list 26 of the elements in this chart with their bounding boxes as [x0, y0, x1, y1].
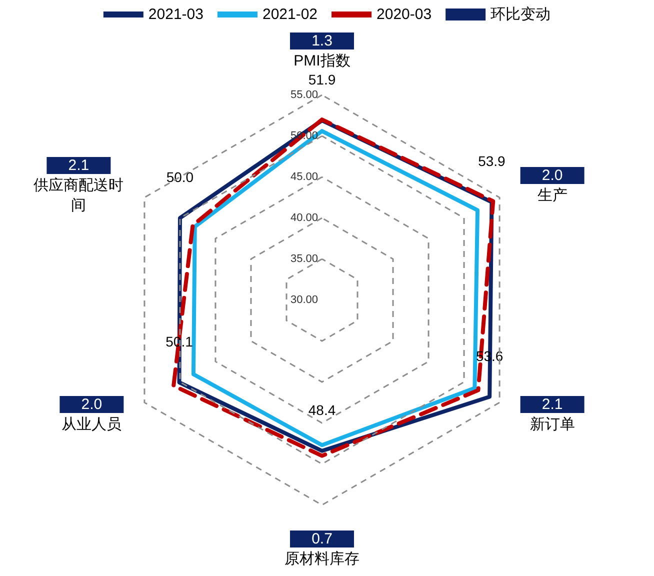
spoke-label: 供应商配送时间: [34, 177, 124, 214]
spoke-label: PMI指数: [294, 52, 350, 70]
spoke-label: 新订单: [530, 416, 575, 433]
text: 1.3: [312, 32, 332, 50]
spoke-label: 生产: [537, 187, 568, 204]
data-label: 48.4: [308, 402, 336, 418]
y-tick-label: 45.00: [290, 171, 318, 183]
legend-label: 2021-03: [148, 6, 204, 23]
y-tick-label: 50.00: [290, 130, 318, 142]
data-label: 51.9: [308, 71, 336, 88]
text: 2.1: [542, 396, 563, 413]
text: 2.0: [81, 396, 102, 413]
legend-label: 2021-02: [262, 6, 318, 23]
y-tick-label: 35.00: [290, 253, 318, 265]
y-tick-label: 55.00: [290, 89, 318, 101]
spoke-label: 从业人员: [62, 416, 122, 433]
y-tick-label: 30.00: [290, 294, 318, 306]
spoke-label: 原材料库存: [284, 550, 360, 568]
data-label: 50.0: [166, 169, 194, 185]
data-label: 53.9: [478, 153, 506, 170]
text: 2.1: [68, 157, 90, 174]
text: 0.7: [312, 530, 332, 548]
legend-label: 2020-03: [376, 6, 432, 23]
text: 2.0: [542, 167, 563, 184]
legend-label: 环比变动: [490, 6, 551, 23]
y-tick-label: 40.00: [290, 212, 318, 224]
